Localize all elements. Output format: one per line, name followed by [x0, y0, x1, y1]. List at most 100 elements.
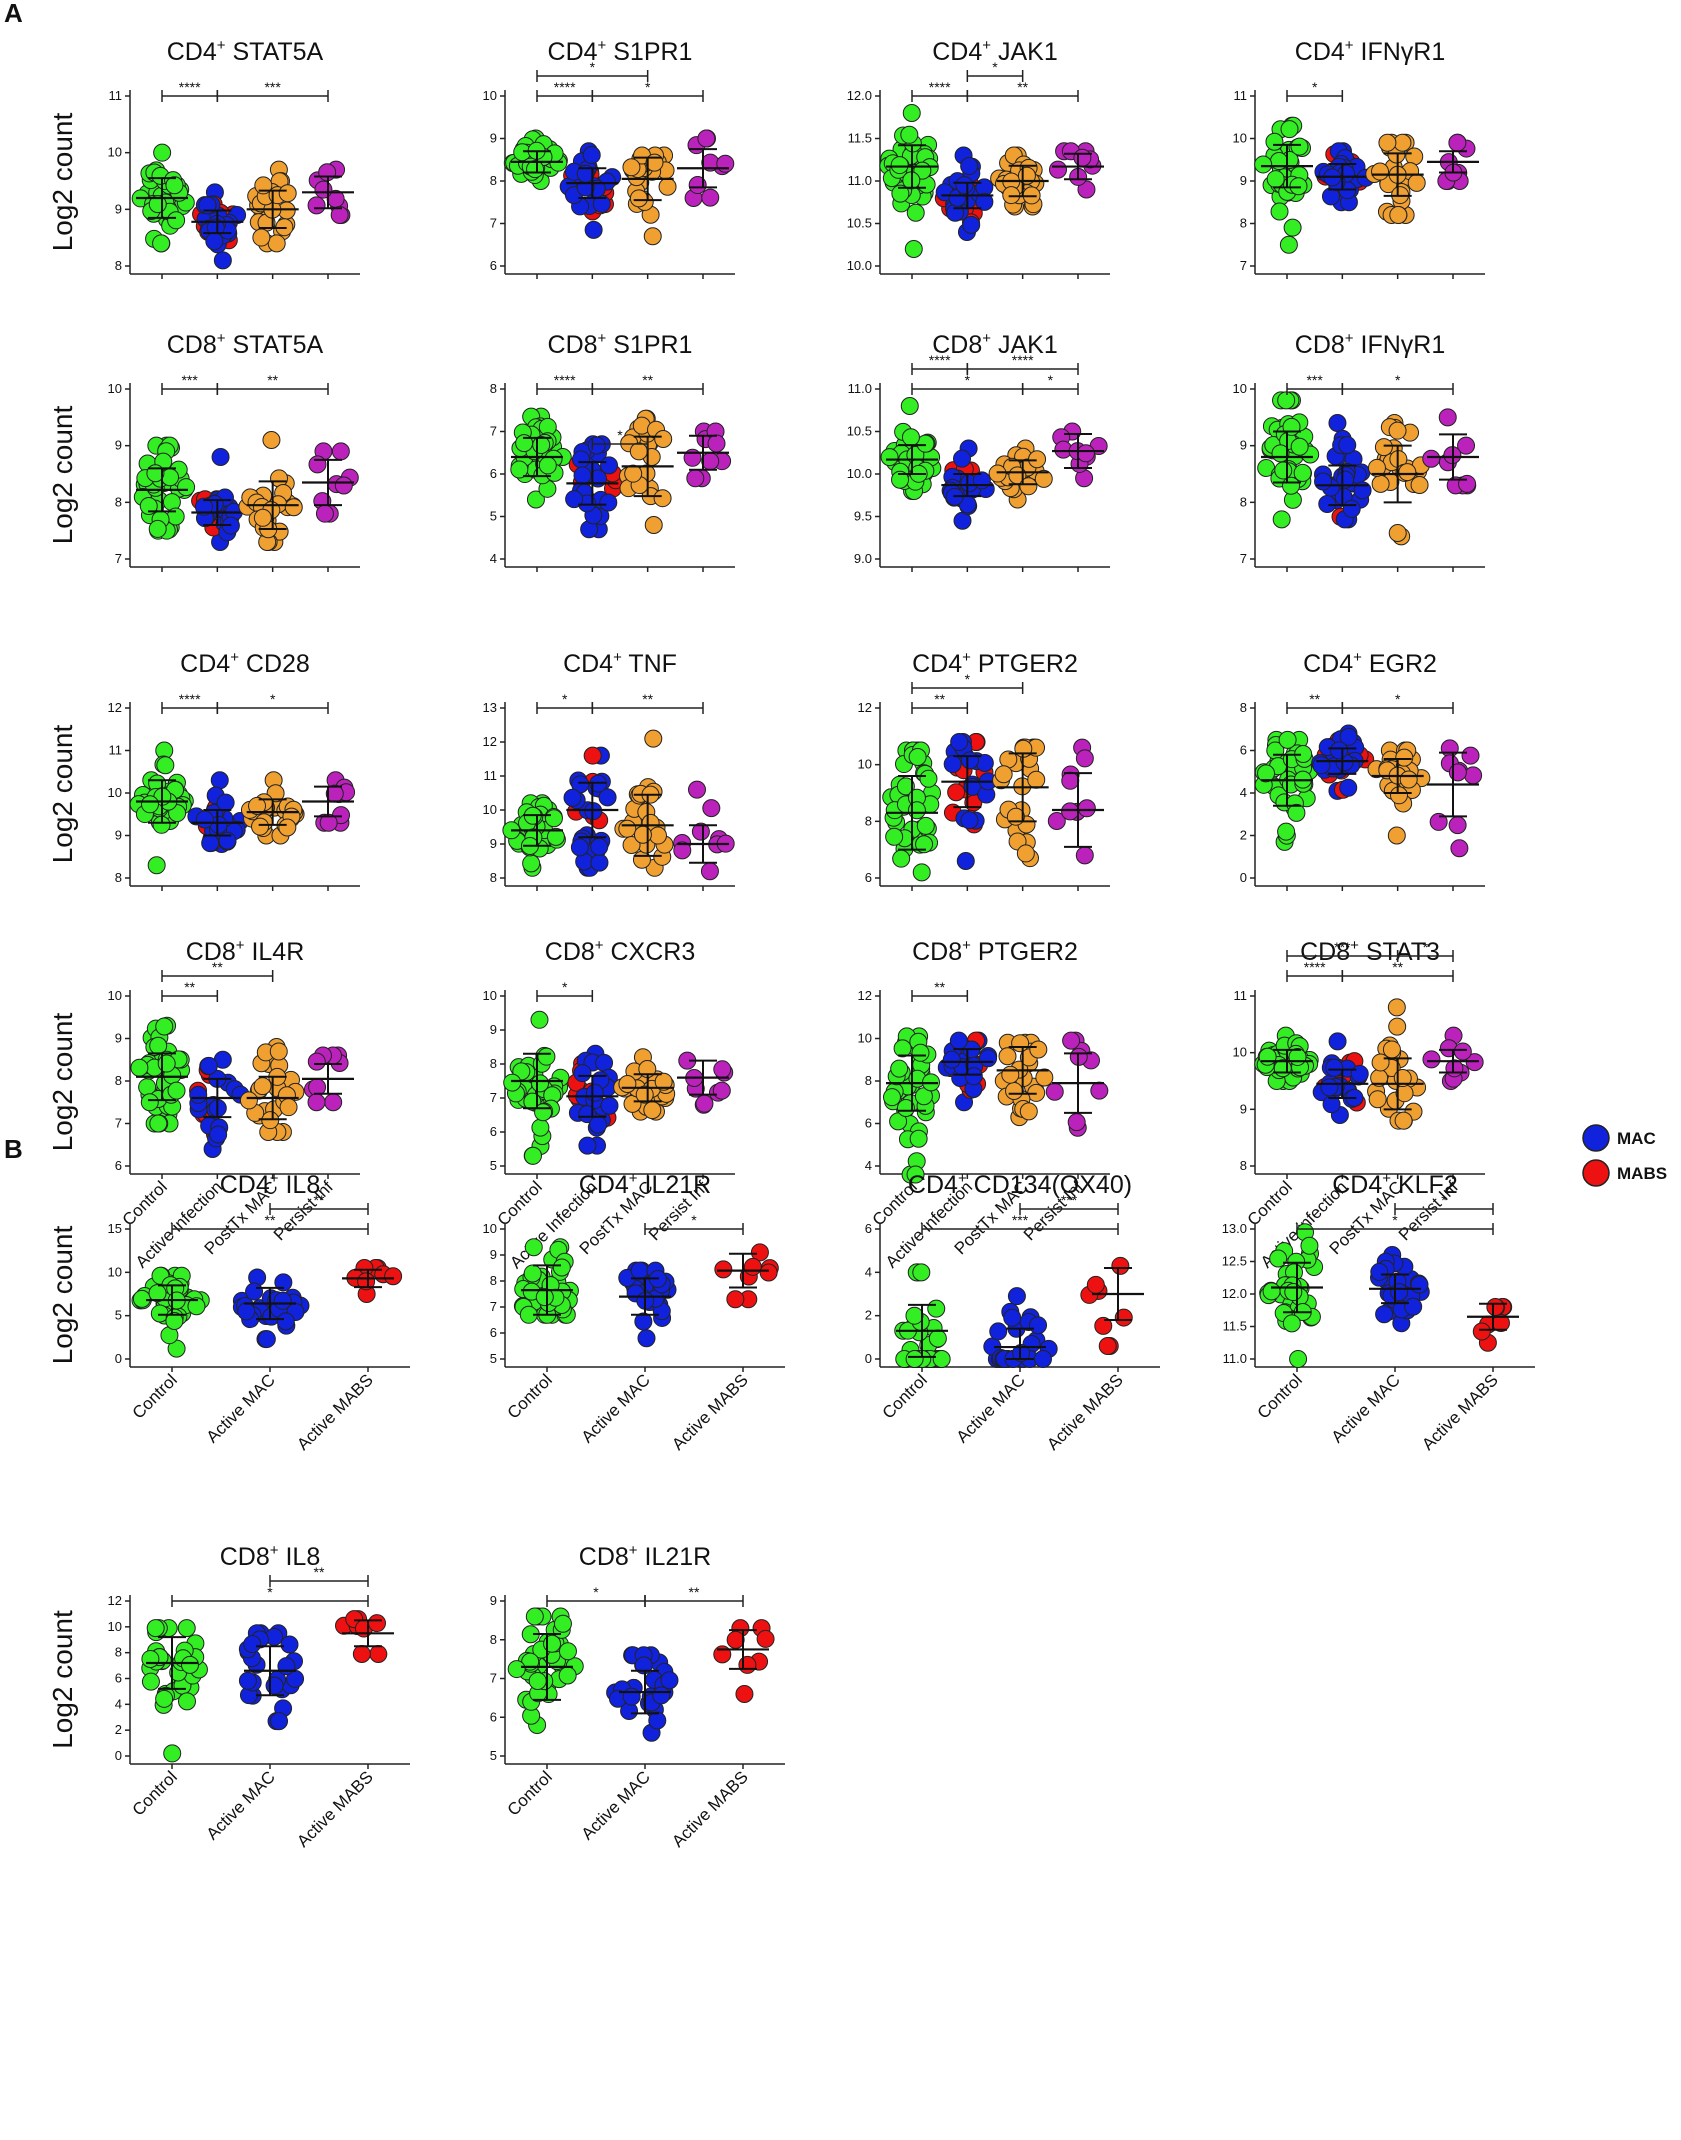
data-point [1033, 1350, 1052, 1368]
y-tick-label: 7 [490, 424, 497, 439]
data-point [152, 234, 171, 253]
y-tick-label: 6 [490, 466, 497, 481]
data-point [928, 1329, 947, 1348]
data-point [578, 1136, 597, 1155]
data-point [964, 1067, 983, 1086]
data-point [587, 436, 606, 455]
data-point [1388, 1017, 1407, 1036]
data-point [635, 1085, 654, 1104]
significance-label: * [593, 1584, 599, 1600]
data-point [165, 1312, 184, 1331]
category-label: Control [129, 1767, 181, 1819]
data-point [1290, 137, 1309, 156]
data-point [1461, 746, 1480, 765]
data-point [278, 184, 297, 203]
data-point [252, 228, 271, 247]
y-tick-label: 11 [1234, 988, 1248, 1003]
data-point [891, 470, 910, 489]
y-tick-label: 10 [108, 988, 122, 1003]
data-point [1090, 1081, 1109, 1100]
y-tick-label: 8 [490, 1273, 497, 1288]
y-tick-label: 9 [490, 1593, 497, 1608]
category-label: Control [879, 1370, 931, 1422]
data-point [1422, 449, 1441, 468]
significance-label: ** [265, 1212, 276, 1228]
data-point [1028, 450, 1047, 469]
data-point [687, 780, 706, 799]
data-point [1422, 1050, 1441, 1069]
data-point [634, 1656, 653, 1675]
data-point [1458, 474, 1477, 493]
y-tick-label: 6 [865, 1221, 872, 1236]
data-point [1265, 132, 1284, 151]
data-point [1262, 1282, 1281, 1301]
data-point [1257, 764, 1276, 783]
y-tick-label: 10.5 [847, 216, 872, 231]
data-point [994, 765, 1013, 784]
data-point [953, 449, 972, 468]
y-tick-label: 6 [1240, 743, 1247, 758]
data-point [1429, 812, 1448, 831]
data-point [896, 1099, 915, 1118]
data-point [167, 211, 186, 230]
y-tick-label: 5 [115, 1308, 122, 1323]
category-label: Active MABS [1043, 1370, 1127, 1454]
y-tick-label: 9 [115, 1031, 122, 1046]
data-point [1029, 1316, 1048, 1335]
data-point [927, 1299, 946, 1318]
y-tick-label: 8 [490, 870, 497, 885]
data-point [572, 450, 591, 469]
y-tick-label: 9 [115, 438, 122, 453]
significance-label: * [562, 691, 568, 707]
data-point [735, 1685, 754, 1703]
data-point [585, 1083, 604, 1102]
data-point [1453, 1042, 1472, 1061]
data-point [714, 1260, 733, 1279]
data-point [1077, 799, 1096, 818]
data-point [1016, 844, 1035, 863]
y-tick-label: 12.0 [847, 88, 872, 103]
data-point [357, 1272, 376, 1291]
data-point [507, 1660, 526, 1679]
y-tick-label: 11 [109, 88, 123, 103]
data-point [1457, 436, 1476, 455]
data-point [552, 1258, 571, 1277]
category-label: Active MAC [203, 1767, 279, 1843]
data-point [622, 835, 641, 854]
data-point [178, 1692, 197, 1711]
y-tick-label: 4 [865, 1264, 872, 1279]
data-point [691, 822, 710, 841]
data-point [904, 240, 923, 258]
y-tick-label: 0 [115, 1748, 122, 1763]
y-tick-label: 10 [1233, 1045, 1247, 1060]
data-point [262, 431, 281, 449]
data-point [237, 1302, 256, 1321]
y-tick-label: 12.0 [1222, 1286, 1247, 1301]
data-point [1061, 771, 1080, 790]
data-point [563, 788, 582, 807]
y-tick-label: 8 [115, 1645, 122, 1660]
data-point [598, 788, 617, 807]
data-point [648, 826, 667, 845]
y-tick-label: 9.5 [854, 509, 872, 524]
data-point [1367, 458, 1386, 477]
panel-label-a: A [4, 0, 23, 28]
y-tick-label: 7 [490, 1299, 497, 1314]
data-point [558, 1666, 577, 1685]
significance-label: * [590, 59, 596, 75]
data-point [1374, 438, 1393, 457]
y-tick-label: 10 [483, 1221, 497, 1236]
data-point [546, 827, 565, 846]
data-point [947, 783, 966, 802]
data-point [707, 434, 726, 453]
data-point [147, 856, 166, 875]
category-label: Control [494, 1177, 546, 1229]
data-point [633, 825, 652, 844]
data-point [1445, 1059, 1464, 1078]
data-point [911, 1043, 930, 1062]
y-tick-label: 7 [1240, 258, 1247, 273]
